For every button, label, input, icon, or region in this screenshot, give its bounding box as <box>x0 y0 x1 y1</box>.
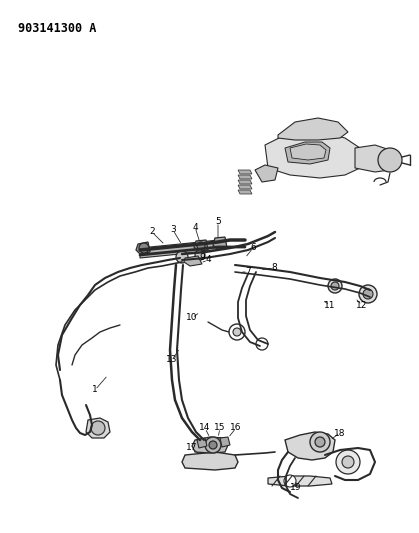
Text: 19: 19 <box>290 483 302 492</box>
Text: 2: 2 <box>149 228 155 237</box>
Polygon shape <box>197 438 207 448</box>
Text: 5: 5 <box>215 217 221 227</box>
Text: 6: 6 <box>250 244 256 253</box>
Text: 14: 14 <box>199 424 211 432</box>
Circle shape <box>195 250 205 260</box>
Text: 4: 4 <box>192 222 198 231</box>
Polygon shape <box>194 240 208 251</box>
Text: 7: 7 <box>245 268 251 277</box>
Circle shape <box>233 328 241 336</box>
Text: 11: 11 <box>324 301 336 310</box>
Polygon shape <box>182 452 238 470</box>
Text: 903141300 A: 903141300 A <box>18 22 96 35</box>
Circle shape <box>209 441 217 449</box>
Circle shape <box>205 437 221 453</box>
Polygon shape <box>86 418 110 438</box>
Text: 17: 17 <box>186 443 198 453</box>
Polygon shape <box>268 476 332 486</box>
Circle shape <box>310 432 330 452</box>
Polygon shape <box>255 165 278 182</box>
Circle shape <box>342 456 354 468</box>
Polygon shape <box>355 145 395 172</box>
Polygon shape <box>290 144 326 160</box>
Polygon shape <box>285 142 330 164</box>
Circle shape <box>336 450 360 474</box>
Circle shape <box>139 243 149 253</box>
Text: 13: 13 <box>166 356 178 365</box>
Circle shape <box>284 475 296 487</box>
Text: 16: 16 <box>230 424 242 432</box>
Circle shape <box>315 437 325 447</box>
Text: 9: 9 <box>199 254 205 262</box>
Polygon shape <box>238 170 252 174</box>
Polygon shape <box>140 240 218 258</box>
Text: 12: 12 <box>356 301 368 310</box>
Circle shape <box>176 251 188 263</box>
Polygon shape <box>213 237 227 249</box>
Text: 1: 1 <box>92 385 98 394</box>
Polygon shape <box>238 190 252 194</box>
Text: 15: 15 <box>214 424 226 432</box>
Circle shape <box>91 421 105 435</box>
Text: 18: 18 <box>334 429 346 438</box>
Text: 8: 8 <box>271 263 277 272</box>
Circle shape <box>328 279 342 293</box>
Text: 4: 4 <box>205 255 211 264</box>
Circle shape <box>359 285 377 303</box>
Circle shape <box>229 324 245 340</box>
Polygon shape <box>278 118 348 140</box>
Polygon shape <box>184 256 202 266</box>
Polygon shape <box>238 185 252 189</box>
Text: 3: 3 <box>170 225 176 235</box>
Polygon shape <box>136 242 150 254</box>
Circle shape <box>331 282 339 290</box>
Polygon shape <box>238 175 252 179</box>
Circle shape <box>197 242 205 250</box>
Circle shape <box>378 148 402 172</box>
Text: 10: 10 <box>186 313 198 322</box>
Polygon shape <box>192 437 228 453</box>
Circle shape <box>256 338 268 350</box>
Polygon shape <box>238 180 252 184</box>
Polygon shape <box>285 432 335 460</box>
Polygon shape <box>220 437 230 447</box>
Circle shape <box>363 289 373 299</box>
Polygon shape <box>265 132 360 178</box>
